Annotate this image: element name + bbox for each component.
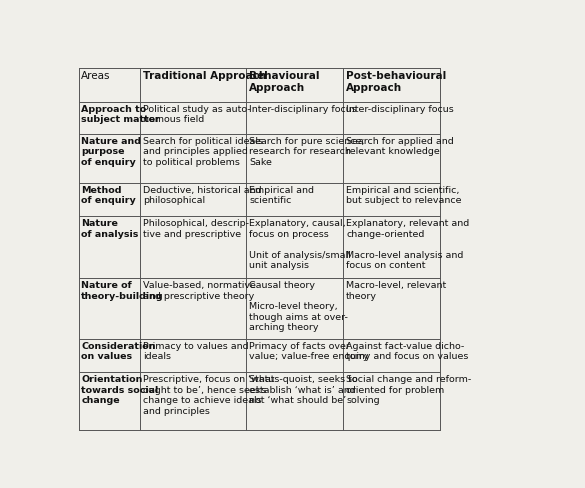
- Text: Inter-disciplinary focus: Inter-disciplinary focus: [346, 105, 454, 114]
- Text: Areas: Areas: [81, 71, 111, 81]
- Text: Nature of
theory-building: Nature of theory-building: [81, 282, 164, 301]
- Text: Method
of enquiry: Method of enquiry: [81, 185, 136, 205]
- Text: Search for political ideals
and principles applied
to political problems: Search for political ideals and principl…: [143, 137, 263, 166]
- Text: Inter-disciplinary focus: Inter-disciplinary focus: [249, 105, 357, 114]
- Text: Explanatory, relevant and
change-oriented

Macro-level analysis and
focus on con: Explanatory, relevant and change-oriente…: [346, 220, 469, 270]
- Text: Search for pure science;
research for research
Sake: Search for pure science; research for re…: [249, 137, 364, 166]
- Text: Search for applied and
relevant knowledge: Search for applied and relevant knowledg…: [346, 137, 454, 156]
- Text: Macro-level, relevant
theory: Macro-level, relevant theory: [346, 282, 446, 301]
- Text: Traditional Approach: Traditional Approach: [143, 71, 266, 81]
- Text: Against fact-value dicho-
tomy and focus on values: Against fact-value dicho- tomy and focus…: [346, 342, 469, 361]
- Text: Behavioural
Approach: Behavioural Approach: [249, 71, 319, 93]
- Text: Philosophical, descrip-
tive and prescriptive: Philosophical, descrip- tive and prescri…: [143, 220, 249, 239]
- Text: Empirical and
scientific: Empirical and scientific: [249, 185, 314, 205]
- Text: Prescriptive, focus on ‘what
ought to be’, hence seeks
change to achieve ideals
: Prescriptive, focus on ‘what ought to be…: [143, 375, 274, 415]
- Text: Nature
of analysis: Nature of analysis: [81, 220, 139, 239]
- Text: Empirical and scientific,
but subject to relevance: Empirical and scientific, but subject to…: [346, 185, 462, 205]
- Text: Approach to
subject matter: Approach to subject matter: [81, 105, 160, 124]
- Text: Status-quoist, seeks to
establish ‘what is’ and
not ‘what should be’: Status-quoist, seeks to establish ‘what …: [249, 375, 357, 405]
- Text: Social change and reform-
oriented for problem
solving: Social change and reform- oriented for p…: [346, 375, 472, 405]
- Text: Consideration
on values: Consideration on values: [81, 342, 156, 361]
- Text: Deductive, historical and
philosophical: Deductive, historical and philosophical: [143, 185, 261, 205]
- Text: Political study as auto-
nomous field: Political study as auto- nomous field: [143, 105, 250, 124]
- Text: Explanatory, causal,
focus on process

Unit of analysis/small
unit analysis: Explanatory, causal, focus on process Un…: [249, 220, 351, 270]
- Text: Causal theory

Micro-level theory,
though aims at over-
arching theory: Causal theory Micro-level theory, though…: [249, 282, 348, 332]
- Text: Post-behavioural
Approach: Post-behavioural Approach: [346, 71, 446, 93]
- Text: Primacy to values and
ideals: Primacy to values and ideals: [143, 342, 249, 361]
- Text: Value-based, normative
and prescriptive theory: Value-based, normative and prescriptive …: [143, 282, 256, 301]
- Text: Primacy of facts over
value; value-free enquiry: Primacy of facts over value; value-free …: [249, 342, 369, 361]
- Text: Orientation
towards social
change: Orientation towards social change: [81, 375, 159, 405]
- Text: Nature and
purpose
of enquiry: Nature and purpose of enquiry: [81, 137, 142, 166]
